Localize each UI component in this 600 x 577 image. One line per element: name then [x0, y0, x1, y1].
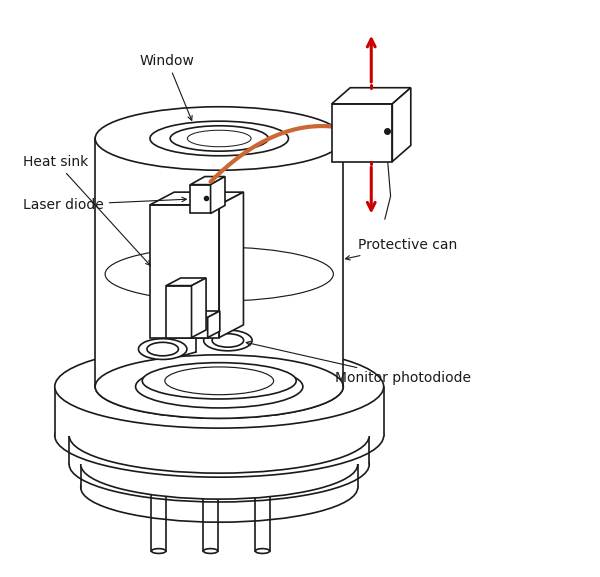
Ellipse shape	[142, 363, 296, 399]
Polygon shape	[151, 453, 166, 551]
Ellipse shape	[151, 549, 166, 553]
Bar	[150, 205, 219, 338]
Ellipse shape	[81, 430, 358, 499]
Text: Heat sink: Heat sink	[23, 155, 150, 265]
Polygon shape	[208, 311, 220, 338]
Text: Protective can: Protective can	[346, 238, 457, 260]
Polygon shape	[69, 436, 369, 464]
Polygon shape	[190, 311, 220, 317]
Ellipse shape	[95, 107, 343, 170]
Polygon shape	[190, 177, 225, 185]
Ellipse shape	[150, 121, 289, 156]
Bar	[190, 185, 211, 213]
Polygon shape	[55, 387, 383, 436]
Text: Laser diode: Laser diode	[23, 197, 187, 212]
Polygon shape	[219, 192, 244, 338]
Ellipse shape	[203, 451, 218, 455]
Bar	[166, 286, 191, 338]
Ellipse shape	[203, 330, 252, 351]
Polygon shape	[166, 278, 206, 286]
Bar	[332, 104, 392, 162]
Polygon shape	[332, 88, 411, 104]
Ellipse shape	[203, 549, 218, 553]
Polygon shape	[392, 88, 411, 162]
Polygon shape	[95, 138, 343, 387]
Ellipse shape	[139, 339, 187, 359]
Ellipse shape	[151, 451, 166, 455]
Bar	[190, 317, 208, 338]
Ellipse shape	[95, 355, 343, 418]
Polygon shape	[81, 464, 358, 488]
Text: Monitor photodiode: Monitor photodiode	[246, 341, 470, 385]
Polygon shape	[211, 177, 225, 213]
Ellipse shape	[255, 451, 270, 455]
Polygon shape	[203, 453, 218, 551]
Polygon shape	[150, 192, 244, 205]
Text: Window: Window	[140, 54, 195, 121]
Polygon shape	[191, 278, 206, 338]
Ellipse shape	[255, 549, 270, 553]
Ellipse shape	[69, 398, 369, 473]
Polygon shape	[255, 453, 270, 551]
Ellipse shape	[55, 345, 383, 428]
